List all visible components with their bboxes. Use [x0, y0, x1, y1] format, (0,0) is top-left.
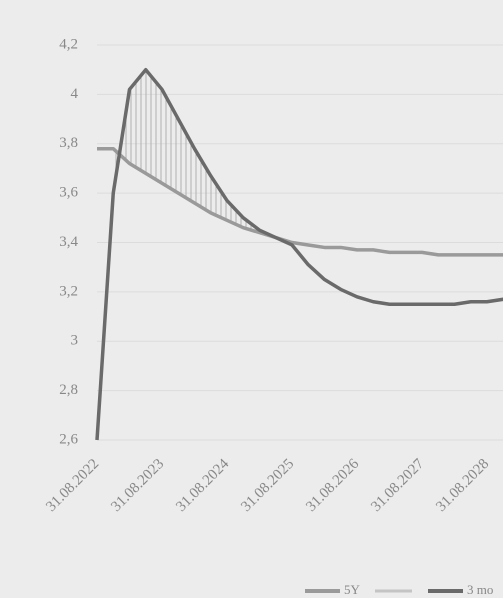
x-tick-label: 31.08.2022	[43, 456, 102, 515]
y-tick-label: 4	[71, 86, 79, 102]
y-tick-label: 3	[71, 333, 79, 349]
y-tick-label: 3,8	[59, 135, 78, 151]
y-tick-label: 2,8	[59, 382, 78, 398]
x-tick-label: 31.08.2028	[433, 456, 492, 515]
y-tick-label: 3,2	[59, 283, 78, 299]
y-tick-label: 4,2	[59, 36, 78, 52]
x-tick-label: 31.08.2025	[238, 456, 297, 515]
y-tick-label: 3,6	[59, 185, 78, 201]
x-tick-label: 31.08.2023	[108, 456, 167, 515]
legend-label: 5Y	[344, 582, 361, 597]
legend-label: 3 mo	[467, 582, 493, 597]
x-tick-label: 31.08.2026	[303, 456, 362, 515]
series-line	[95, 67, 503, 441]
y-tick-label: 2,6	[59, 431, 78, 447]
shaded-area	[113, 69, 292, 245]
x-tick-label: 31.08.2024	[173, 456, 232, 515]
y-tick-label: 3,4	[59, 234, 78, 250]
series-line	[97, 146, 503, 257]
x-tick-label: 31.08.2027	[368, 456, 427, 515]
